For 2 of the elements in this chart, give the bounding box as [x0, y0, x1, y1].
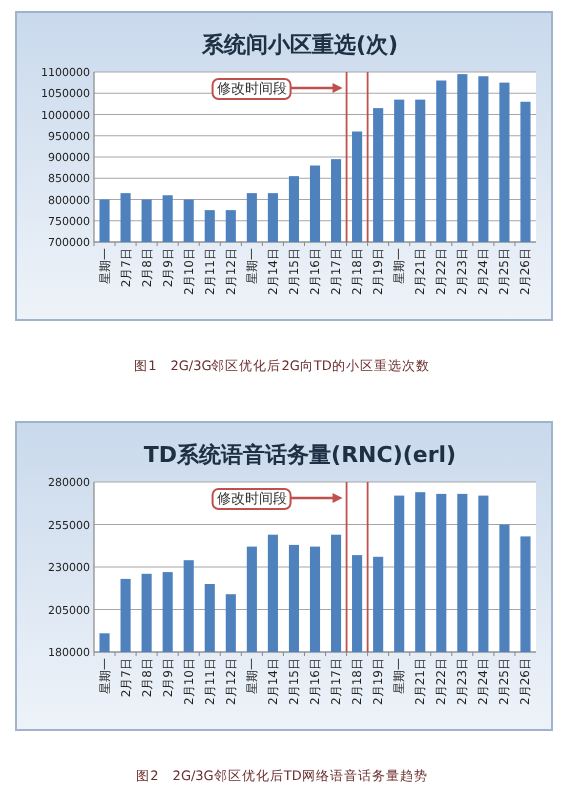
chart-title: TD系统语音话务量(RNC)(erl)	[143, 442, 457, 468]
chart-title: 系统间小区重选(次)	[199, 32, 399, 58]
